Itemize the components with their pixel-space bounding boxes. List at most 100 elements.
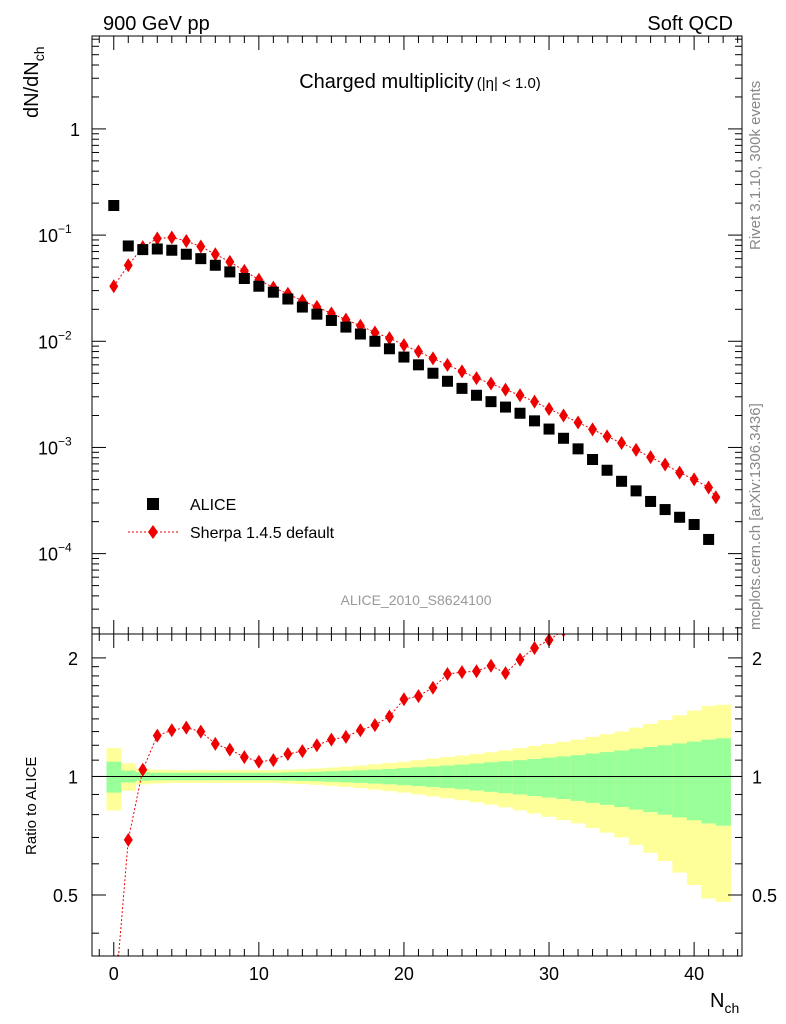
alice-point xyxy=(383,343,395,355)
sherpa-point xyxy=(210,247,220,262)
band-inner-segment xyxy=(541,757,557,798)
band-inner-segment xyxy=(657,745,673,815)
x-tick-label: 20 xyxy=(394,964,414,984)
alice-point xyxy=(137,244,149,256)
sherpa-point xyxy=(123,258,133,273)
band-inner-segment xyxy=(599,752,615,805)
band-inner-segment xyxy=(527,758,543,796)
sherpa-point xyxy=(588,422,598,437)
band-inner-segment xyxy=(469,763,485,791)
sherpa-point xyxy=(711,490,721,505)
ratio-y-tick-label-right: 1 xyxy=(752,767,762,787)
sherpa-point xyxy=(501,382,511,397)
ratio-point xyxy=(152,728,162,743)
sherpa-point xyxy=(167,230,177,245)
ratio-point xyxy=(123,832,133,847)
alice-point xyxy=(703,533,715,545)
axis-ticks xyxy=(92,36,742,956)
band-inner-segment xyxy=(106,761,122,793)
alice-point xyxy=(412,359,424,371)
ratio-point xyxy=(283,747,293,762)
band-inner-segment xyxy=(512,760,528,795)
alice-point xyxy=(122,240,134,252)
ratio-point xyxy=(355,723,365,738)
alice-point xyxy=(325,314,337,326)
chart-title: Charged multiplicity (|η| < 1.0) xyxy=(299,71,541,93)
x-axis-label: Nch xyxy=(710,990,739,1016)
ratio-point xyxy=(501,666,511,681)
ratio-point xyxy=(138,762,148,777)
sherpa-series-ratio xyxy=(116,634,566,956)
x-tick-label: 30 xyxy=(539,964,559,984)
y-tick-label: 10−1 xyxy=(38,222,72,246)
legend: ALICE Sherpa 1.4.5 default xyxy=(128,497,335,542)
alice-point xyxy=(108,199,120,211)
band-inner-segment xyxy=(570,755,586,801)
y-axis-label: dN/dNch xyxy=(21,47,47,119)
ratio-point xyxy=(370,718,380,733)
alice-point xyxy=(616,475,628,487)
alice-point xyxy=(558,432,570,444)
alice-point xyxy=(166,244,178,256)
sherpa-point xyxy=(573,415,583,430)
band-inner-segment xyxy=(628,748,644,810)
ratio-point xyxy=(254,754,264,769)
ratio-point xyxy=(413,689,423,704)
alice-point xyxy=(267,286,279,298)
alice-point xyxy=(659,504,671,516)
alice-point xyxy=(514,407,526,419)
sherpa-point xyxy=(530,394,540,409)
band-inner-segment xyxy=(556,756,572,800)
alice-point xyxy=(441,375,453,387)
sherpa-point xyxy=(384,331,394,346)
sherpa-point xyxy=(515,388,525,403)
ratio-point xyxy=(210,736,220,751)
alice-point xyxy=(238,273,250,285)
sherpa-point xyxy=(196,239,206,254)
ratio-point xyxy=(384,709,394,724)
ratio-plot-frame xyxy=(91,633,743,957)
sherpa-point xyxy=(660,457,670,472)
alice-point xyxy=(630,485,642,497)
sherpa-point xyxy=(442,357,452,372)
alice-point xyxy=(180,248,192,260)
ratio-y-tick-label-right: 2 xyxy=(752,649,762,669)
sherpa-point xyxy=(225,254,235,269)
analysis-id: ALICE_2010_S8624100 xyxy=(340,592,491,608)
sherpa-point xyxy=(471,371,481,386)
axis-tick-labels: 0 10 20 30 40 10−4 10−3 10−2 10−1 1 0.5 0.5 1 1 2 2 xyxy=(38,120,777,984)
band-inner-segment xyxy=(585,753,601,803)
x-tick-label: 10 xyxy=(249,964,269,984)
ratio-point xyxy=(312,738,322,753)
alice-point xyxy=(151,243,163,255)
sherpa-point xyxy=(399,338,409,353)
sherpa-point xyxy=(675,465,685,480)
sherpa-point xyxy=(457,364,467,379)
band-inner-segment xyxy=(643,746,659,813)
ratio-y-tick-label-left: 2 xyxy=(68,649,78,669)
band-inner-segment xyxy=(701,739,717,824)
header-right: Soft QCD xyxy=(647,13,733,35)
ratio-point xyxy=(297,744,307,759)
sherpa-point xyxy=(152,231,162,246)
sherpa-point xyxy=(181,233,191,248)
ratio-point xyxy=(326,732,336,747)
alice-point xyxy=(282,293,294,305)
alice-point xyxy=(427,367,439,379)
legend-label-alice: ALICE xyxy=(190,497,236,514)
ratio-point xyxy=(268,753,278,768)
alice-point xyxy=(645,495,657,507)
sherpa-point xyxy=(486,376,496,391)
x-tick-label: 40 xyxy=(684,964,704,984)
alice-point xyxy=(253,280,265,292)
alice-series xyxy=(108,199,715,545)
alice-point xyxy=(688,519,700,531)
alice-point xyxy=(500,401,512,413)
sherpa-point xyxy=(413,344,423,359)
mcplots-label: mcplots.cern.ch [arXiv:1306.3436] xyxy=(747,403,764,630)
band-inner-segment xyxy=(498,761,514,794)
alice-point xyxy=(296,301,308,313)
ratio-y-tick-label-right: 0.5 xyxy=(752,886,777,906)
ratio-point xyxy=(399,692,409,707)
